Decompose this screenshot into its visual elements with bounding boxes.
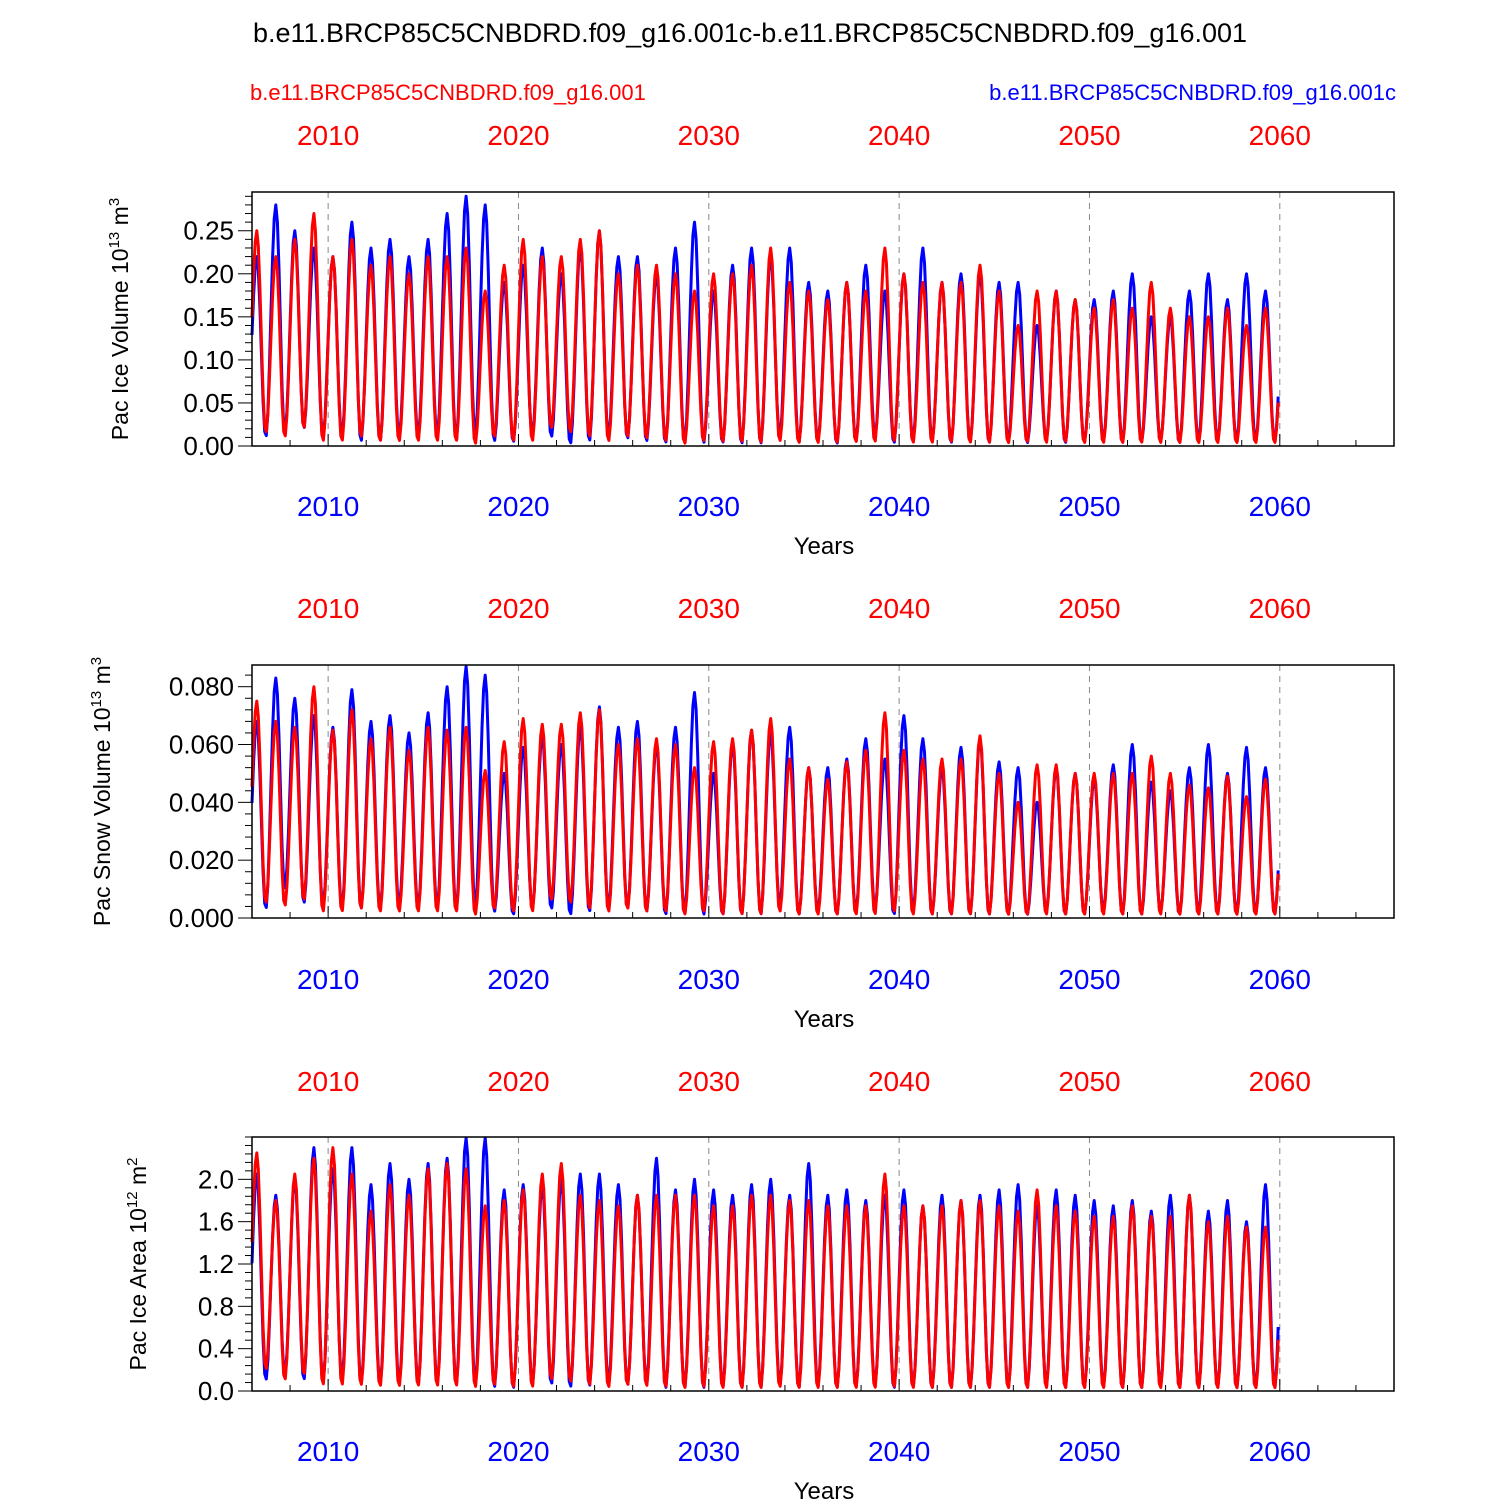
chart-panel-3: 0.0 0.4 0.8 1.2 1.6 2.0 2010 2020 2030 2040 2050 20…: [124, 1066, 1395, 1500]
y-tick-label: 0.080: [169, 672, 234, 702]
y-tick-label: 0.05: [183, 388, 234, 418]
top-year-label: 2020: [487, 1066, 549, 1097]
bottom-year-label: 2050: [1058, 1436, 1120, 1467]
bottom-year-label: 2060: [1249, 491, 1311, 522]
top-year-label: 2060: [1249, 1066, 1311, 1097]
bottom-year-label: 2050: [1058, 964, 1120, 995]
y-axis-label: Pac Snow Volume 1013 m3: [88, 657, 115, 926]
y-tick-label: 0.000: [169, 903, 234, 933]
x-axis-label: Years: [794, 533, 855, 560]
bottom-year-label: 2050: [1058, 491, 1120, 522]
top-year-label: 2040: [868, 120, 930, 151]
bottom-year-label: 2030: [678, 491, 740, 522]
figure-title: b.e11.BRCP85C5CNBDRD.f09_g16.001c-b.e11.…: [252, 18, 1248, 48]
legend-blue-case: b.e11.BRCP85C5CNBDRD.f09_g16.001c: [989, 80, 1396, 105]
y-tick-label: 0.4: [198, 1334, 234, 1364]
y-tick-label: 0.10: [183, 345, 234, 375]
bottom-year-label: 2020: [487, 1436, 549, 1467]
bottom-year-label: 2040: [868, 1436, 930, 1467]
bottom-year-label: 2030: [678, 964, 740, 995]
top-year-label: 2020: [487, 593, 549, 624]
top-year-label: 2010: [297, 593, 359, 624]
bottom-year-label: 2010: [297, 491, 359, 522]
y-tick-label: 0.25: [183, 216, 234, 246]
y-tick-label: 0.040: [169, 787, 234, 817]
bottom-year-label: 2010: [297, 1436, 359, 1467]
bottom-year-label: 2040: [868, 964, 930, 995]
y-axis-label: Pac Ice Volume 1013 m3: [106, 198, 133, 440]
series-line-001: [250, 212, 1280, 445]
top-year-label: 2010: [297, 1066, 359, 1097]
bottom-year-label: 2060: [1249, 964, 1311, 995]
top-year-label: 2010: [297, 120, 359, 151]
top-year-label: 2040: [868, 1066, 930, 1097]
legend-red-case: b.e11.BRCP85C5CNBDRD.f09_g16.001: [250, 80, 646, 105]
y-tick-label: 0.20: [183, 259, 234, 289]
bottom-year-label: 2030: [678, 1436, 740, 1467]
top-year-label: 2050: [1058, 593, 1120, 624]
x-axis-label: Years: [794, 1478, 855, 1500]
bottom-year-label: 2020: [487, 491, 549, 522]
y-axis-label: Pac Ice Area 1012 m2: [124, 1158, 151, 1371]
y-tick-label: 0.15: [183, 302, 234, 332]
top-year-label: 2040: [868, 593, 930, 624]
top-year-label: 2020: [487, 120, 549, 151]
y-tick-label: 0.8: [198, 1291, 234, 1321]
top-year-label: 2060: [1249, 120, 1311, 151]
top-year-label: 2030: [678, 593, 740, 624]
series-line-001: [250, 1146, 1280, 1390]
bottom-year-label: 2020: [487, 964, 549, 995]
chart-panel-1: 0.00 0.05 0.10 0.15 0.20 0.25 2010 2020 2030 2040…: [106, 120, 1395, 560]
bottom-year-label: 2010: [297, 964, 359, 995]
top-year-label: 2050: [1058, 1066, 1120, 1097]
bottom-year-label: 2040: [868, 491, 930, 522]
y-tick-label: 0.00: [183, 431, 234, 461]
bottom-year-label: 2060: [1249, 1436, 1311, 1467]
y-tick-label: 1.2: [198, 1249, 234, 1279]
y-tick-label: 1.6: [198, 1207, 234, 1237]
y-tick-label: 0.0: [198, 1376, 234, 1406]
y-tick-label: 2.0: [198, 1164, 234, 1194]
x-axis-label: Years: [794, 1006, 855, 1033]
top-year-label: 2030: [678, 120, 740, 151]
top-year-label: 2060: [1249, 593, 1311, 624]
y-tick-label: 0.060: [169, 730, 234, 760]
top-year-label: 2050: [1058, 120, 1120, 151]
chart-panel-2: 0.000 0.020 0.040 0.060 0.080 2010 2020 2030 204…: [88, 593, 1395, 1033]
y-tick-label: 0.020: [169, 845, 234, 875]
top-year-label: 2030: [678, 1066, 740, 1097]
series-line-001: [250, 685, 1280, 916]
